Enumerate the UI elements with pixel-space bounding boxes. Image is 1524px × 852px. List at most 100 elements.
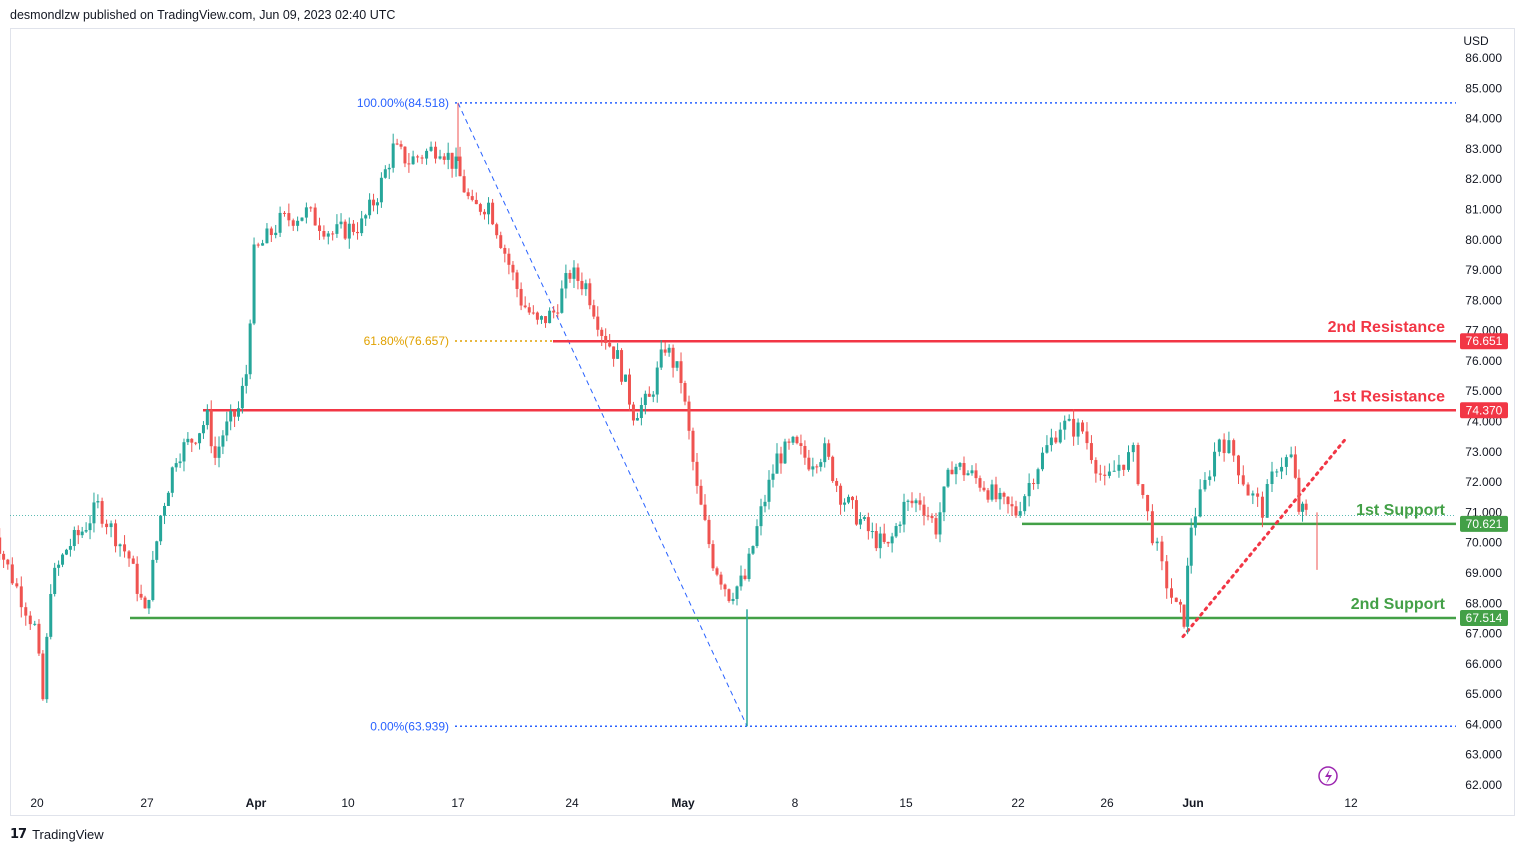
candle-body	[1297, 477, 1301, 512]
candle-body	[499, 235, 503, 248]
candle-body	[265, 228, 269, 244]
candle-body	[368, 199, 372, 216]
candle-body	[1182, 604, 1186, 627]
candle-body	[322, 230, 326, 237]
candle-body	[914, 500, 918, 504]
candle-body	[568, 273, 572, 279]
level-price-label: 67.514	[1466, 611, 1503, 625]
candle-body	[118, 544, 122, 547]
brand-label: TradingView	[32, 827, 104, 842]
candle-body	[225, 421, 229, 436]
candle-body	[1146, 494, 1150, 512]
candle-body	[53, 567, 57, 594]
candle-body	[1170, 588, 1173, 598]
candle-body	[874, 531, 878, 549]
candle-body	[576, 267, 580, 281]
candle-body	[2, 553, 6, 560]
candle-body	[819, 462, 823, 467]
candle-body	[72, 529, 76, 547]
candle-body	[178, 461, 182, 464]
candle-body	[1217, 439, 1221, 452]
candle-body	[1122, 464, 1126, 470]
candle-body	[194, 442, 198, 444]
candle-body	[978, 478, 982, 488]
level-price-tag	[1460, 333, 1508, 350]
candle-body	[862, 517, 866, 520]
y-tick-label: 84.000	[1465, 112, 1502, 126]
candle-body	[1032, 483, 1036, 485]
candle-body	[1081, 422, 1085, 432]
candle-body	[886, 541, 890, 544]
level-name-label: 2nd Support	[1351, 596, 1446, 613]
candle-body	[767, 479, 771, 502]
candle-body	[372, 199, 376, 206]
candle-body	[10, 564, 14, 584]
candle-body	[80, 531, 84, 536]
candle-body	[743, 575, 747, 579]
candle-body	[515, 272, 519, 289]
candle-body	[735, 586, 739, 599]
candle-body	[88, 523, 92, 531]
candle-body	[1186, 565, 1190, 627]
candle-body	[326, 233, 330, 237]
x-tick-label: 10	[341, 796, 355, 810]
level-name-label: 2nd Resistance	[1328, 319, 1445, 336]
candle-body	[274, 232, 278, 236]
candle-body	[523, 305, 527, 308]
candle-body	[159, 515, 163, 542]
y-tick-label: 79.000	[1465, 263, 1502, 277]
candle-body	[446, 152, 450, 160]
candle-body	[1270, 471, 1274, 484]
candle-body	[131, 558, 135, 564]
candle-body	[890, 536, 894, 544]
candle-body	[1236, 455, 1240, 476]
candle-body	[1036, 469, 1040, 485]
candle-body	[544, 316, 548, 324]
candle-body	[170, 467, 174, 493]
candle-body	[49, 593, 53, 637]
candle-body	[174, 463, 178, 468]
candle-body	[643, 393, 647, 406]
candle-body	[651, 394, 655, 397]
lightning-icon-glyph	[1325, 769, 1332, 784]
level-price-tag	[1460, 402, 1508, 419]
candle-body	[304, 207, 308, 218]
candle-body	[296, 220, 300, 226]
candle-body	[15, 583, 19, 587]
candle-body	[1256, 493, 1260, 497]
candle-body	[783, 441, 787, 464]
candle-body	[1260, 496, 1264, 518]
tradingview-logo-icon: 17	[10, 827, 27, 842]
candle-body	[835, 480, 839, 486]
candle-body	[703, 504, 707, 520]
lightning-icon	[1318, 766, 1338, 786]
candle-body	[291, 220, 295, 226]
chart-frame[interactable]	[10, 28, 1515, 816]
candle-body	[1067, 418, 1071, 421]
candle-body	[519, 288, 523, 306]
candle-body	[147, 600, 151, 609]
candle-body	[335, 224, 339, 234]
candle-body	[799, 443, 803, 446]
candle-body	[1049, 437, 1053, 446]
candle-body	[679, 361, 683, 384]
candle-body	[1189, 527, 1193, 566]
candle-body	[454, 156, 458, 169]
candle-body	[450, 152, 454, 169]
y-tick-label: 70.000	[1465, 536, 1502, 550]
candle-body	[403, 146, 407, 164]
candle-body	[135, 563, 139, 594]
candle-body	[847, 496, 851, 503]
candle-body	[379, 177, 383, 203]
y-tick-label: 83.000	[1465, 142, 1502, 156]
candle-body	[894, 526, 898, 537]
candle-body	[827, 443, 831, 457]
footer-branding[interactable]: 17 TradingView	[10, 827, 104, 842]
candle-body	[1112, 470, 1116, 472]
candle-body	[584, 283, 588, 290]
candle-body	[313, 207, 317, 226]
candle-body	[123, 544, 127, 552]
candle-body	[356, 231, 360, 234]
candle-body	[1280, 466, 1284, 472]
